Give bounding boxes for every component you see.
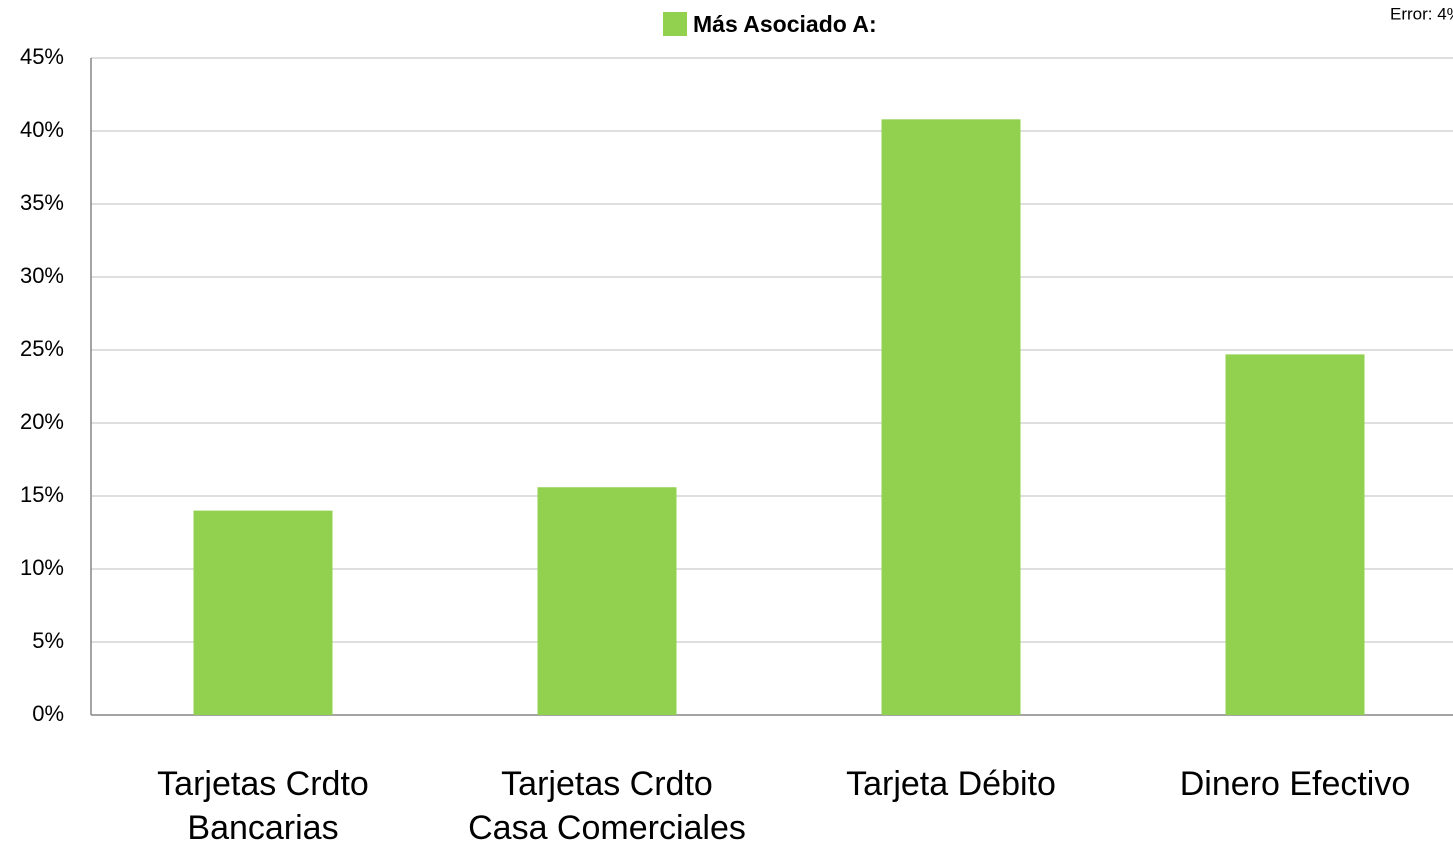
x-tick-label: Dinero Efectivo (1179, 765, 1411, 803)
y-tick-label: 10% (20, 555, 64, 580)
legend-swatch (663, 12, 687, 36)
y-tick-label: 5% (32, 628, 64, 653)
y-tick-label: 35% (20, 190, 64, 215)
bar (193, 510, 333, 715)
x-tick-label: Tarjetas Crdto Bancarias (157, 765, 369, 847)
y-tick-label: 45% (20, 44, 64, 69)
bar (881, 119, 1021, 715)
y-tick-label: 25% (20, 336, 64, 361)
legend-label: Más Asociado A: (693, 11, 877, 37)
bar (1225, 354, 1365, 715)
x-tick-label: Tarjetas Crdto Casa Comerciales (468, 765, 746, 847)
y-tick-label: 30% (20, 263, 64, 288)
y-tick-label: 20% (20, 409, 64, 434)
annotation: Error: 4% (1390, 4, 1453, 23)
y-tick-label: 40% (20, 117, 64, 142)
y-tick-label: 0% (32, 701, 64, 726)
bar (537, 487, 677, 715)
y-tick-label: 15% (20, 482, 64, 507)
x-tick-label: Tarjeta Débito (846, 765, 1056, 803)
